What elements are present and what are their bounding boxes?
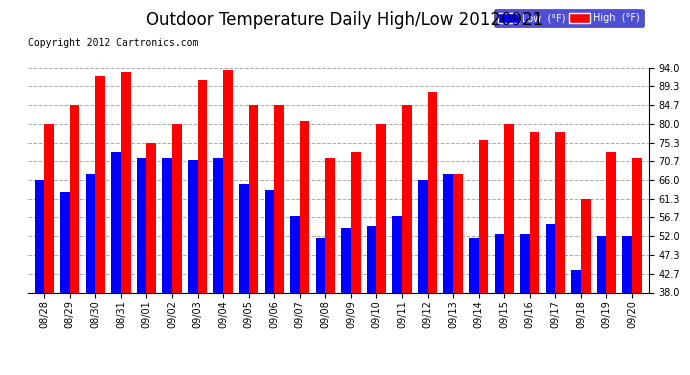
Bar — [137, 158, 146, 292]
Bar — [60, 192, 70, 292]
Bar — [530, 132, 540, 292]
Bar — [377, 124, 386, 292]
Bar — [479, 140, 489, 292]
Bar — [469, 238, 479, 292]
Bar — [366, 226, 377, 292]
Text: Copyright 2012 Cartronics.com: Copyright 2012 Cartronics.com — [28, 38, 198, 48]
Bar — [223, 69, 233, 292]
Bar — [571, 270, 581, 292]
Bar — [70, 105, 79, 292]
Bar — [121, 72, 130, 292]
Bar — [248, 105, 258, 292]
Bar — [299, 121, 310, 292]
Bar — [172, 124, 181, 292]
Bar — [444, 174, 453, 292]
Bar — [44, 124, 54, 292]
Bar — [393, 216, 402, 292]
Bar — [197, 80, 207, 292]
Bar — [111, 152, 121, 292]
Bar — [504, 124, 514, 292]
Bar — [495, 234, 504, 292]
Bar — [162, 158, 172, 292]
Bar — [239, 184, 248, 292]
Text: Outdoor Temperature Daily High/Low 20120921: Outdoor Temperature Daily High/Low 20120… — [146, 11, 544, 29]
Bar — [546, 224, 555, 292]
Bar — [341, 228, 351, 292]
Bar — [95, 75, 105, 292]
Bar — [274, 105, 284, 292]
Bar — [188, 160, 197, 292]
Bar — [402, 105, 412, 292]
Bar — [86, 174, 95, 292]
Bar — [34, 180, 44, 292]
Bar — [428, 92, 437, 292]
Legend: Low  (°F), High  (°F): Low (°F), High (°F) — [494, 9, 644, 27]
Bar — [315, 238, 325, 292]
Bar — [607, 152, 616, 292]
Bar — [213, 158, 223, 292]
Bar — [453, 174, 463, 292]
Bar — [418, 180, 428, 292]
Bar — [622, 236, 632, 292]
Bar — [632, 158, 642, 292]
Bar — [581, 199, 591, 292]
Bar — [146, 142, 156, 292]
Bar — [325, 158, 335, 292]
Bar — [555, 132, 565, 292]
Bar — [290, 216, 299, 292]
Bar — [520, 234, 530, 292]
Bar — [597, 236, 607, 292]
Bar — [351, 152, 361, 292]
Bar — [264, 190, 274, 292]
